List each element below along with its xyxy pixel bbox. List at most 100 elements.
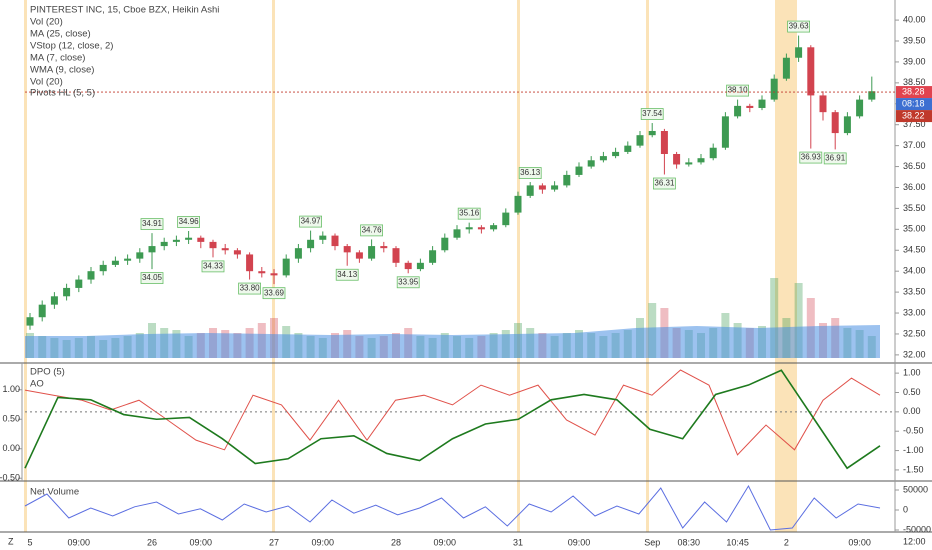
pivot-label: 34.13: [337, 270, 358, 279]
candle-body: [258, 271, 266, 274]
pivot-label-box: [238, 282, 262, 295]
session-line: [517, 0, 520, 532]
x-tick-label: 09:00: [848, 537, 871, 547]
chart-title: PINTEREST INC, 15, Cboe BZX, Heikin Ashi: [30, 5, 219, 16]
candle-body: [416, 262, 424, 270]
pivot-label: 33.95: [398, 277, 419, 286]
candle-body: [538, 185, 546, 190]
candle-body: [124, 258, 132, 261]
candle-body: [343, 246, 351, 253]
candle-body: [246, 254, 254, 272]
candle-body: [782, 57, 790, 79]
y-tick-label: 0.00: [903, 406, 921, 416]
y-tick-label: 0: [903, 504, 908, 514]
candle-body: [282, 258, 290, 276]
candle-body: [477, 227, 485, 230]
prev-price-box: [896, 110, 932, 123]
dpo-line: [24, 369, 881, 456]
y-tick-label: 50000: [903, 484, 928, 494]
ao-line: [24, 369, 881, 470]
y-tick-label: -50000: [903, 524, 931, 534]
candle-body: [563, 174, 571, 186]
candle-body: [392, 248, 400, 263]
y-tick-label: 33.50: [903, 286, 926, 296]
candle-body: [307, 239, 315, 249]
pivot-label: 36.31: [654, 179, 675, 188]
y-tick-label: -0.50: [0, 473, 20, 483]
candle-body: [843, 116, 851, 134]
x-tick-label: 26: [147, 537, 157, 547]
candle-body: [63, 287, 71, 297]
pivot-label: 34.91: [142, 219, 163, 228]
pivot-label-box: [457, 207, 481, 220]
candle-body: [380, 246, 388, 249]
candle-body: [270, 273, 278, 276]
candle-body: [221, 248, 229, 251]
pivot-label: 33.69: [264, 288, 285, 297]
x-tick-label: 09:00: [190, 537, 213, 547]
pivot-label-box: [140, 218, 164, 231]
corner-icon[interactable]: Z: [8, 536, 14, 546]
x-axis-end-label: 12:00: [903, 536, 926, 546]
x-tick-label: 10:45: [726, 537, 749, 547]
pivot-label: 38.10: [728, 86, 749, 95]
pivot-label-box: [726, 84, 749, 97]
candle-body: [75, 279, 83, 288]
session-line: [646, 0, 649, 532]
candle-body: [87, 271, 95, 280]
y-tick-label: 37.50: [903, 119, 926, 129]
x-tick-label: 08:30: [678, 537, 701, 547]
y-tick-label: 35.00: [903, 224, 926, 234]
y-tick-label: 36.50: [903, 161, 926, 171]
y-tick-label: -0.50: [903, 426, 924, 436]
pivot-label: 34.96: [179, 217, 200, 226]
y-tick-label: 40.00: [903, 14, 926, 24]
candle-body: [587, 160, 595, 167]
candle-body: [599, 156, 607, 161]
candle-body: [721, 116, 729, 148]
candle-body: [465, 227, 473, 230]
candle-body: [38, 304, 46, 318]
pivot-label-box: [360, 224, 384, 237]
y-tick-label: 34.50: [903, 245, 926, 255]
y-tick-label: 1.00: [2, 384, 20, 394]
candle-body: [685, 162, 693, 165]
x-tick-label: 09:00: [568, 537, 591, 547]
net_volume-line: [24, 484, 881, 531]
x-tick-label: 5: [27, 537, 32, 547]
x-tick-label: Sep: [644, 537, 660, 547]
pivot-label-box: [177, 216, 201, 228]
y-tick-label: 32.00: [903, 349, 926, 359]
pivot-label-box: [823, 152, 847, 165]
candle-body: [575, 166, 583, 175]
candle-body: [770, 78, 778, 100]
pivot-label-box: [299, 215, 323, 228]
candle-body: [294, 248, 302, 259]
session-line: [272, 0, 275, 532]
countdown-box: [896, 98, 932, 111]
pivot-label: 35.16: [459, 209, 480, 218]
pivot-label: 37.54: [642, 109, 663, 118]
y-tick-label: 37.00: [903, 140, 926, 150]
countdown-label: 08:18: [902, 98, 925, 108]
candle-body: [734, 105, 742, 117]
y-tick-label: 0.50: [903, 387, 921, 397]
indicator-label: MA (25, close): [30, 29, 91, 40]
candle-body: [26, 317, 34, 326]
y-tick-label: 0.00: [2, 443, 20, 453]
indicator-label: WMA (9, close): [30, 65, 94, 76]
pivot-label-box: [653, 177, 676, 190]
candle-body: [795, 47, 803, 58]
pivot-label-box: [518, 167, 542, 179]
pivot-label: 36.93: [801, 153, 822, 162]
pivot-label-box: [396, 276, 420, 289]
last-price-label: 38.28: [902, 86, 925, 96]
pivot-label-box: [201, 260, 225, 273]
last-price-box: [896, 86, 932, 99]
candle-body: [709, 147, 717, 159]
candle-body: [514, 195, 522, 213]
candle-body: [404, 262, 412, 270]
pivot-label-box: [799, 151, 823, 164]
panel-label: DPO (5): [30, 367, 65, 378]
candle-body: [490, 225, 498, 230]
